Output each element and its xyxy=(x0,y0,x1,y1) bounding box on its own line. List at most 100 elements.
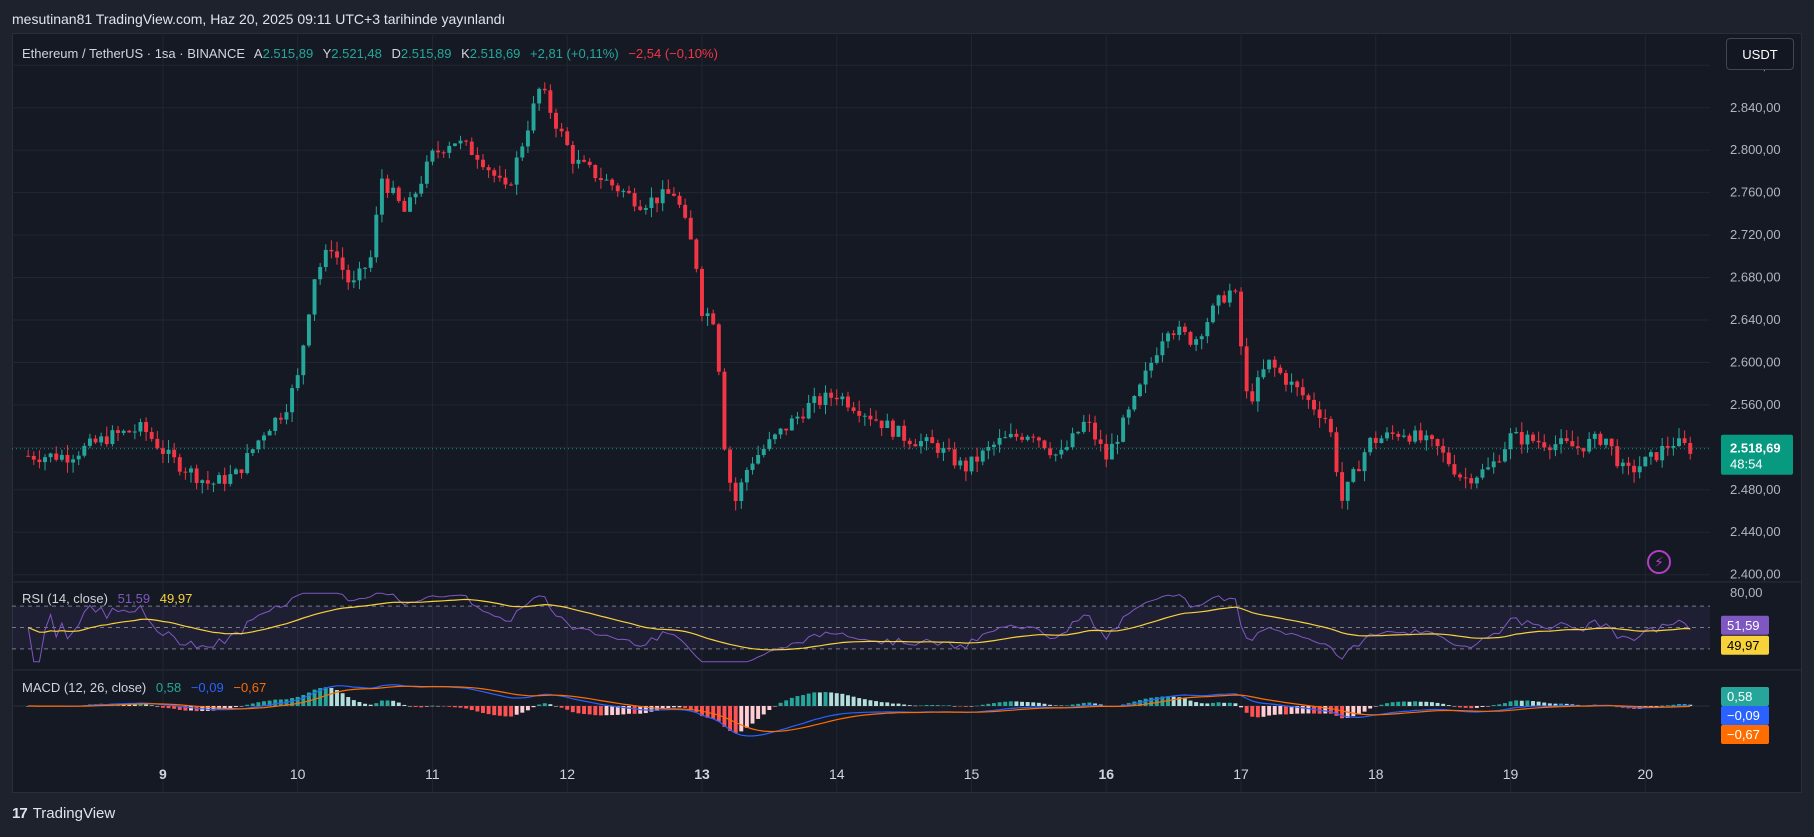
candle-body xyxy=(54,453,59,460)
candle-body xyxy=(160,448,165,454)
rsi-axis-label: 80,00 xyxy=(1730,585,1763,600)
high-label: Y xyxy=(322,46,332,61)
candle-body xyxy=(593,164,598,179)
candle-body xyxy=(363,267,368,269)
candle-body xyxy=(671,193,676,196)
macd-histogram-bar xyxy=(739,706,744,732)
price-badge xyxy=(1721,434,1793,475)
candle-body xyxy=(374,214,379,258)
candle-body xyxy=(1121,417,1126,442)
candle-body xyxy=(1396,433,1401,437)
macd-histogram-bar xyxy=(183,706,188,711)
candle-body xyxy=(1194,339,1199,345)
macd-histogram-bar xyxy=(1255,706,1260,718)
macd-histogram-bar xyxy=(1087,702,1092,706)
x-tick-label: 11 xyxy=(425,766,440,782)
macd-histogram-bar xyxy=(396,702,401,706)
macd-value: 0,58 xyxy=(155,680,182,695)
macd-signal-line xyxy=(28,685,1691,733)
candle-body xyxy=(239,469,244,474)
macd-histogram-bar xyxy=(497,706,502,716)
candle-body xyxy=(273,417,278,431)
macd-histogram-bar xyxy=(1458,706,1462,708)
rsi-label[interactable]: RSI (14, close) xyxy=(22,591,108,606)
macd-histogram-bar xyxy=(660,706,665,710)
lightning-icon[interactable]: ⚡ xyxy=(1647,550,1671,574)
macd-histogram-bar xyxy=(503,706,508,717)
chart-container[interactable] xyxy=(12,33,1802,793)
candle-body xyxy=(677,195,682,205)
macd-histogram-bar xyxy=(239,706,244,707)
candle-body xyxy=(997,437,1002,445)
x-tick-label: 13 xyxy=(694,766,710,782)
macd-histogram-bar xyxy=(879,702,884,706)
candle-body xyxy=(1182,326,1187,333)
macd-histogram-bar xyxy=(565,706,570,710)
candle-body xyxy=(801,416,806,419)
candle-body xyxy=(408,197,412,212)
candle-body xyxy=(492,170,497,176)
symbol-title[interactable]: Ethereum / TetherUS · 1sa · BINANCE xyxy=(22,46,246,61)
candle-body xyxy=(1042,440,1047,449)
candle-body xyxy=(1615,446,1620,467)
macd-label[interactable]: MACD (12, 26, close) xyxy=(22,680,147,695)
change2-value: −2,54 (−0,10%) xyxy=(628,46,718,61)
macd-histogram-bar xyxy=(1401,701,1406,706)
macd-histogram-bar xyxy=(290,698,295,706)
macd-histogram-bar xyxy=(441,706,446,707)
candle-body xyxy=(857,410,862,416)
candle-body xyxy=(615,185,620,192)
macd-histogram-bar xyxy=(1250,706,1255,717)
macd-histogram-bar xyxy=(722,706,727,727)
candle-body xyxy=(582,159,587,162)
macd-histogram-bar xyxy=(222,706,227,710)
macd-histogram-bar xyxy=(1239,706,1243,708)
candle-body xyxy=(1295,381,1300,388)
macd-histogram-bar xyxy=(228,706,233,709)
candle-body xyxy=(87,438,92,446)
candle-body xyxy=(1575,446,1580,448)
macd-histogram-bar xyxy=(711,706,716,719)
candle-body xyxy=(935,443,940,453)
macd-histogram-bar xyxy=(890,703,895,706)
macd-histogram-bar xyxy=(829,692,834,706)
candle-body xyxy=(1351,469,1356,482)
y-tick-label: 2.400,00 xyxy=(1730,567,1781,582)
macd-histogram-bar xyxy=(784,700,789,706)
macd-histogram-bar xyxy=(677,706,682,708)
macd-histogram-bar xyxy=(1020,701,1025,706)
macd-histogram-bar xyxy=(761,706,766,715)
candle-body xyxy=(733,482,738,502)
candle-body xyxy=(155,438,160,449)
currency-button[interactable]: USDT xyxy=(1726,38,1794,70)
macd-line xyxy=(28,684,1691,737)
candle-body xyxy=(1474,477,1479,484)
rsi-value: 51,59 xyxy=(117,591,151,606)
macd-histogram-bar xyxy=(1003,701,1008,706)
y-tick-label: 2.760,00 xyxy=(1730,185,1781,200)
macd-histogram-bar xyxy=(469,706,474,710)
candle-body xyxy=(469,141,474,155)
candle-body xyxy=(1312,399,1316,410)
macd-histogram-bar xyxy=(379,700,384,706)
rsi-ma-line xyxy=(27,598,1691,651)
macd-histogram-bar xyxy=(520,706,525,713)
candle-body xyxy=(335,251,339,258)
macd-histogram-bar xyxy=(419,706,424,708)
candle-body xyxy=(31,455,36,460)
macd-histogram-bar xyxy=(913,705,918,707)
candle-body xyxy=(1570,441,1575,447)
macd-histogram-bar xyxy=(733,706,738,734)
macd-histogram-bar xyxy=(694,706,699,713)
candle-body xyxy=(874,419,879,421)
candle-body xyxy=(1491,461,1496,468)
candle-body xyxy=(1177,326,1182,335)
x-tick-label: 17 xyxy=(1233,766,1249,782)
macd-histogram-bar xyxy=(189,706,193,711)
macd-histogram-bar xyxy=(1390,702,1395,706)
candle-body xyxy=(1553,444,1558,451)
macd-histogram-bar xyxy=(744,706,749,728)
candle-body xyxy=(1255,377,1260,402)
candle-body xyxy=(952,449,957,466)
